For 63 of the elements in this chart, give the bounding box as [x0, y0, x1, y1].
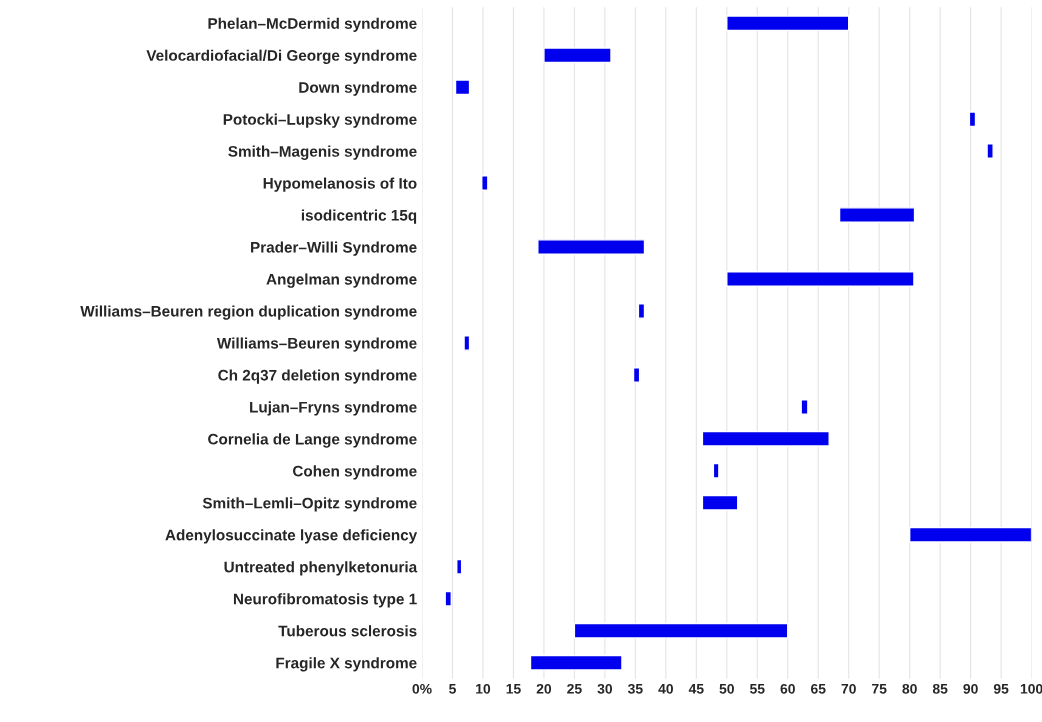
y-tick-label: Prader–Willi Syndrome [251, 241, 417, 256]
y-tick-label: isodicentric 15q [301, 209, 417, 224]
bar [726, 271, 915, 287]
y-tick-label: Ch 2q37 deletion syndrome [218, 369, 417, 384]
y-tick-label: Fragile X syndrome [276, 657, 417, 672]
bar [637, 303, 646, 319]
x-tick-label: 75 [872, 684, 887, 694]
y-tick-label: Angelman syndrome [266, 273, 417, 288]
x-tick-label: 10 [476, 683, 491, 694]
y-tick-label: Potocki–Lupsky syndrome [223, 113, 417, 128]
x-tick-label: 85 [932, 683, 948, 694]
y-tick-label: Cornelia de Lange syndrome [208, 433, 417, 448]
bar [529, 654, 623, 671]
x-tick-label: 20 [536, 683, 552, 694]
x-tick-label: 50 [719, 683, 734, 694]
bar [712, 462, 720, 479]
y-tick-label: Williams–Beuren region duplication syndrome [80, 305, 417, 320]
y-tick-label: Velocardiofacial/Di George syndrome [146, 49, 417, 64]
y-tick-label: Lujan–Fryns syndrome [250, 401, 417, 416]
bar [573, 622, 789, 639]
y-tick-label: Williams–Beuren syndrome [216, 337, 417, 352]
bar [456, 558, 463, 575]
y-tick-label: Hypomelanosis of Ito [263, 177, 417, 192]
bar [968, 111, 977, 128]
x-tick-label: 30 [597, 683, 613, 694]
y-tick-label: Tuberous sclerosis [278, 625, 417, 637]
x-tick-label: 0% [412, 683, 432, 694]
bar [726, 15, 850, 32]
y-tick-label: Adenylosuccinate lyase deficiency [165, 529, 418, 544]
bar [908, 526, 1032, 543]
x-tick-label: 35 [627, 683, 643, 694]
x-tick-label: 100 [1020, 683, 1042, 694]
y-tick-label: Phelan–McDermid syndrome [208, 17, 417, 32]
bar [701, 494, 739, 511]
y-tick-label: Neurofibromatosis type 1 [233, 593, 417, 608]
bar [701, 430, 830, 447]
x-tick-label: 80 [902, 683, 917, 694]
x-tick-label: 25 [567, 683, 582, 694]
x-tick-label: 95 [993, 683, 1009, 694]
x-tick-label: 65 [811, 683, 826, 694]
bar [463, 335, 471, 351]
bar [632, 367, 641, 383]
bar [454, 79, 471, 96]
x-tick-label: 90 [963, 683, 978, 694]
bar [543, 47, 612, 64]
bar [537, 239, 646, 255]
x-tick-label: 40 [658, 683, 673, 694]
x-tick-label: 70 [841, 683, 856, 694]
x-tick-label: 55 [749, 684, 765, 694]
x-tick-label: 5 [449, 684, 456, 694]
x-tick-label: 60 [780, 683, 795, 694]
bar [800, 399, 809, 415]
y-tick-label: Cohen syndrome [293, 465, 417, 480]
x-tick-label: 15 [506, 684, 521, 694]
y-tick-label: Smith–Lemli–Opitz syndrome [202, 497, 417, 512]
x-tick-label: 45 [688, 684, 704, 694]
bar [986, 143, 994, 159]
bar [444, 590, 452, 607]
y-tick-label: Untreated phenylketonuria [224, 561, 418, 576]
bar [481, 175, 489, 191]
bar [838, 207, 916, 223]
y-tick-label: Down syndrome [299, 81, 417, 96]
y-tick-label: Smith–Magenis syndrome [228, 145, 417, 160]
